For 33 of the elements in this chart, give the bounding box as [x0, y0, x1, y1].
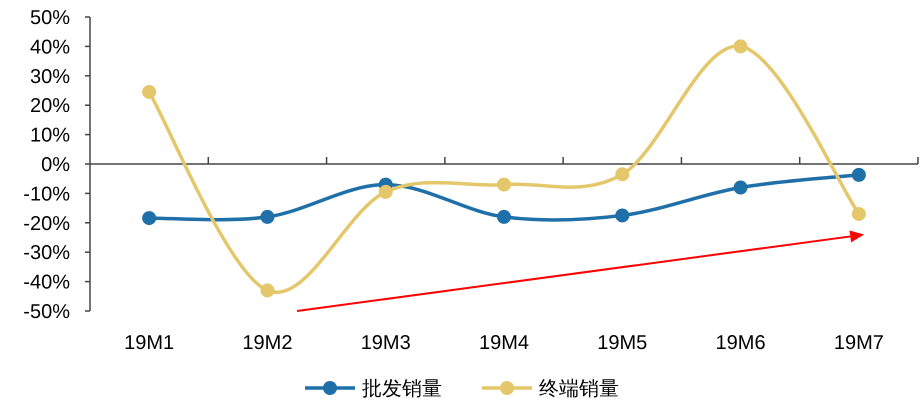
point [734, 39, 748, 54]
y-tick-label: 20% [30, 95, 70, 118]
point [852, 206, 866, 221]
y-tick-label: -50% [23, 301, 70, 323]
y-tick-label: 50% [30, 7, 70, 29]
x-tick-label: 19M4 [478, 332, 530, 354]
point [497, 210, 511, 224]
y-tick-label: -30% [23, 242, 70, 264]
x-tick-label: 19M1 [124, 332, 174, 354]
y-tick-label: 40% [30, 36, 70, 58]
point [615, 167, 630, 182]
point [852, 168, 866, 182]
y-tick-label: -40% [23, 272, 70, 294]
x-tick-label: 19M5 [597, 332, 648, 354]
point [142, 211, 156, 226]
x-tick-label: 19M7 [834, 332, 884, 354]
point [142, 84, 156, 99]
point [497, 178, 511, 192]
point [615, 208, 630, 222]
x-tick-label: 19M3 [360, 332, 411, 354]
point [378, 184, 393, 199]
x-tick-label: 19M6 [716, 332, 766, 354]
point [260, 210, 274, 224]
point [734, 180, 748, 195]
legend-label: 批发销量 [362, 376, 442, 400]
legend-label: 终端销量 [539, 376, 619, 400]
y-tick-label: 10% [30, 124, 70, 147]
y-tick-label: 0% [41, 154, 70, 176]
y-tick-label: 30% [30, 66, 70, 88]
y-tick-label: -10% [23, 183, 70, 206]
x-tick-label: 19M2 [242, 332, 292, 354]
y-tick-label: -20% [23, 212, 70, 235]
point [260, 283, 274, 298]
